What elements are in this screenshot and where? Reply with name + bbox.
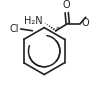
Text: O: O xyxy=(82,18,89,28)
Text: Cl: Cl xyxy=(9,24,19,34)
Text: H₂N: H₂N xyxy=(24,16,42,26)
Text: O: O xyxy=(63,0,71,10)
Text: ,,: ,, xyxy=(55,21,60,30)
